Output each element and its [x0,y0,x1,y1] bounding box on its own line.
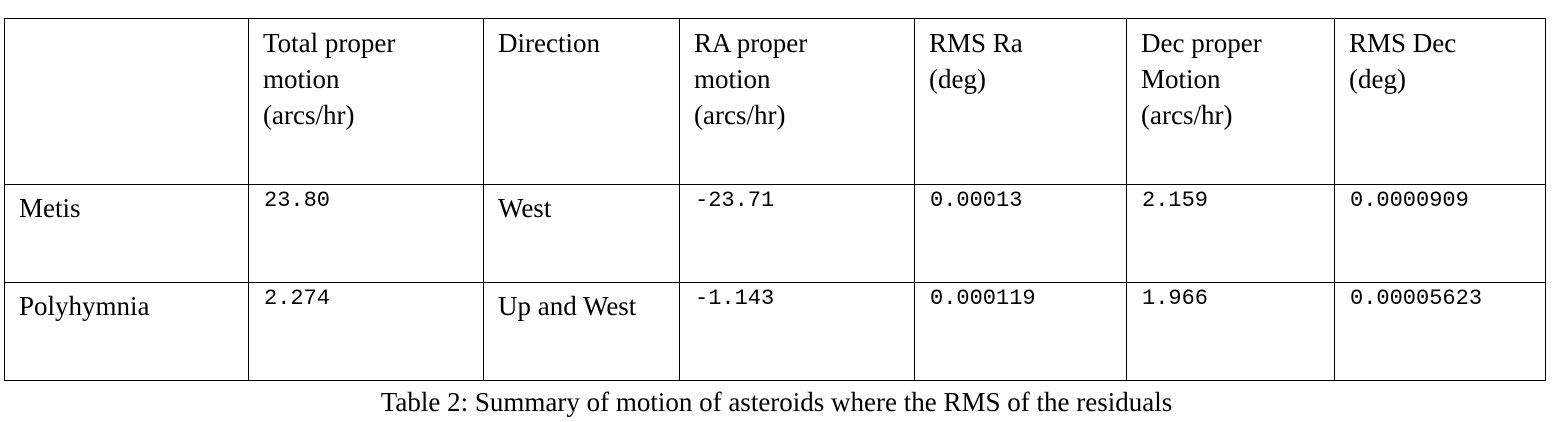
header-cell-total-motion: Total proper motion (arcs/hr) [248,18,484,185]
table-header-row: Total proper motion (arcs/hr) Direction … [4,18,1546,185]
cell-ra-motion: -23.71 [679,184,915,283]
cell-asteroid-name: Metis [4,184,249,283]
header-cell-ra-motion: RA proper motion (arcs/hr) [679,18,915,185]
header-cell-rms-ra: RMS Ra (deg) [914,18,1127,185]
cell-rms-dec: 0.00005623 [1334,282,1546,381]
asteroid-motion-table: Total proper motion (arcs/hr) Direction … [4,18,1546,381]
table-row-metis: Metis 23.80 West -23.71 0.00013 2.159 0.… [4,184,1546,283]
cell-direction: Up and West [483,282,680,381]
cell-rms-ra: 0.000119 [914,282,1127,381]
cell-direction: West [483,184,680,283]
cell-asteroid-name: Polyhymnia [4,282,249,381]
header-cell-dec-motion: Dec proper Motion (arcs/hr) [1126,18,1335,185]
cell-rms-dec: 0.0000909 [1334,184,1546,283]
cell-dec-motion: 2.159 [1126,184,1335,283]
table-caption: Table 2: Summary of motion of asteroids … [380,387,1173,417]
header-cell-rms-dec: RMS Dec (deg) [1334,18,1546,185]
cell-ra-motion: -1.143 [679,282,915,381]
header-cell-blank [4,18,249,185]
cell-dec-motion: 1.966 [1126,282,1335,381]
cell-total-motion: 2.274 [248,282,484,381]
cell-rms-ra: 0.00013 [914,184,1127,283]
table-row-polyhymnia: Polyhymnia 2.274 Up and West -1.143 0.00… [4,282,1546,381]
cell-total-motion: 23.80 [248,184,484,283]
header-cell-direction: Direction [483,18,680,185]
